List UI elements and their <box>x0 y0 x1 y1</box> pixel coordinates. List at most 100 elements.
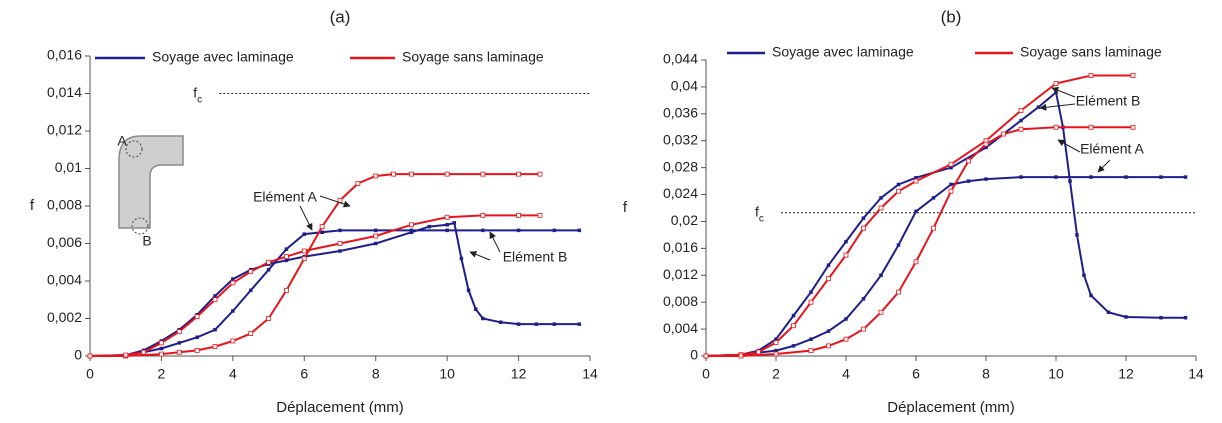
y-tick-label: 0,04 <box>671 78 698 94</box>
data-point <box>231 277 235 281</box>
series-line <box>706 126 1133 357</box>
data-point <box>1183 315 1188 320</box>
y-tick-label: 0 <box>690 347 698 363</box>
legend-label: Soyage avec laminage <box>772 44 914 60</box>
data-point <box>444 171 450 177</box>
data-point <box>373 228 378 233</box>
data-point <box>409 222 414 228</box>
data-point <box>231 309 235 313</box>
y-tick-label: 0,032 <box>663 131 698 147</box>
legend-label: Soyage avec laminage <box>152 49 294 65</box>
data-point <box>466 288 471 293</box>
data-point <box>213 294 217 298</box>
data-point <box>194 314 200 320</box>
data-point <box>914 209 918 214</box>
data-point <box>212 297 218 303</box>
y-tick-label: 0 <box>74 347 82 363</box>
data-point <box>1159 175 1163 179</box>
data-point <box>266 316 271 321</box>
y-tick-label: 0,008 <box>47 197 82 213</box>
y-tick-label: 0,02 <box>671 212 698 228</box>
data-point <box>1001 131 1006 137</box>
data-point <box>123 352 129 358</box>
data-point <box>577 322 582 326</box>
x-tick-label: 10 <box>439 366 455 382</box>
series-line <box>705 90 1186 357</box>
data-point <box>516 322 521 326</box>
data-point <box>1088 124 1094 130</box>
data-point <box>844 317 848 321</box>
annotation-arrow <box>489 231 501 253</box>
data-point <box>319 224 325 230</box>
y-tick-label: 0,004 <box>47 272 82 288</box>
data-point <box>459 256 464 261</box>
annotation-arrow <box>319 195 351 208</box>
data-point <box>301 248 307 254</box>
data-point <box>983 141 989 147</box>
data-point <box>878 309 884 315</box>
data-point <box>481 316 485 321</box>
data-point <box>756 349 761 355</box>
legend-bg <box>971 42 1201 64</box>
threshold-label-base: f <box>755 203 759 219</box>
data-point <box>301 256 307 261</box>
data-point <box>230 338 236 344</box>
y-tick-label: 0,016 <box>47 47 82 63</box>
data-point <box>948 161 954 167</box>
legend-bg <box>346 47 576 69</box>
data-point <box>773 351 779 357</box>
data-point <box>176 329 182 335</box>
data-point <box>809 337 813 341</box>
data-point <box>284 287 289 293</box>
data-point <box>791 323 796 329</box>
y-tick-label: 0,016 <box>663 239 698 255</box>
data-point <box>212 344 218 350</box>
data-point <box>516 228 521 233</box>
data-point <box>409 171 414 177</box>
data-point <box>338 249 342 253</box>
threshold-label: fc <box>193 84 202 105</box>
x-tick-label: 10 <box>1048 366 1064 382</box>
x-tick-label: 2 <box>158 366 166 382</box>
annotation-arrow <box>299 205 313 231</box>
inset-circle <box>131 217 149 235</box>
y-tick-label: 0,01 <box>55 159 82 175</box>
inset-part <box>118 135 184 229</box>
data-point <box>826 329 831 333</box>
threshold-label-sub: c <box>197 94 202 105</box>
data-point <box>826 276 831 282</box>
x-tick-label: 0 <box>702 366 710 382</box>
y-axis-label: f <box>30 197 35 214</box>
data-point <box>248 288 253 293</box>
x-tick-label: 14 <box>1188 366 1204 382</box>
x-axis-label: Déplacement (mm) <box>276 399 404 416</box>
data-point <box>1183 175 1188 179</box>
data-point <box>896 182 901 187</box>
data-point <box>913 259 919 265</box>
data-point <box>284 247 289 251</box>
x-tick-label: 8 <box>372 366 380 382</box>
inset-label: A <box>117 133 127 149</box>
data-point <box>159 351 164 357</box>
data-point <box>266 268 271 272</box>
annotation: Elément A <box>253 189 317 205</box>
data-point <box>141 349 146 355</box>
annotation-arrow <box>1039 103 1076 111</box>
data-point <box>1068 179 1072 183</box>
data-point <box>159 340 164 346</box>
data-point <box>826 263 831 267</box>
data-point <box>809 290 813 294</box>
data-point <box>1075 233 1079 237</box>
data-point <box>1019 175 1023 179</box>
legend-label: Soyage sans laminage <box>402 49 544 65</box>
threshold-label: fc <box>755 203 764 224</box>
y-tick-label: 0,044 <box>663 51 698 67</box>
data-point <box>444 214 450 220</box>
data-point <box>373 233 379 239</box>
data-point <box>248 269 254 275</box>
data-point <box>213 328 217 332</box>
data-point <box>302 232 307 236</box>
data-point <box>355 181 361 186</box>
data-point <box>284 254 289 260</box>
data-point <box>896 289 901 295</box>
